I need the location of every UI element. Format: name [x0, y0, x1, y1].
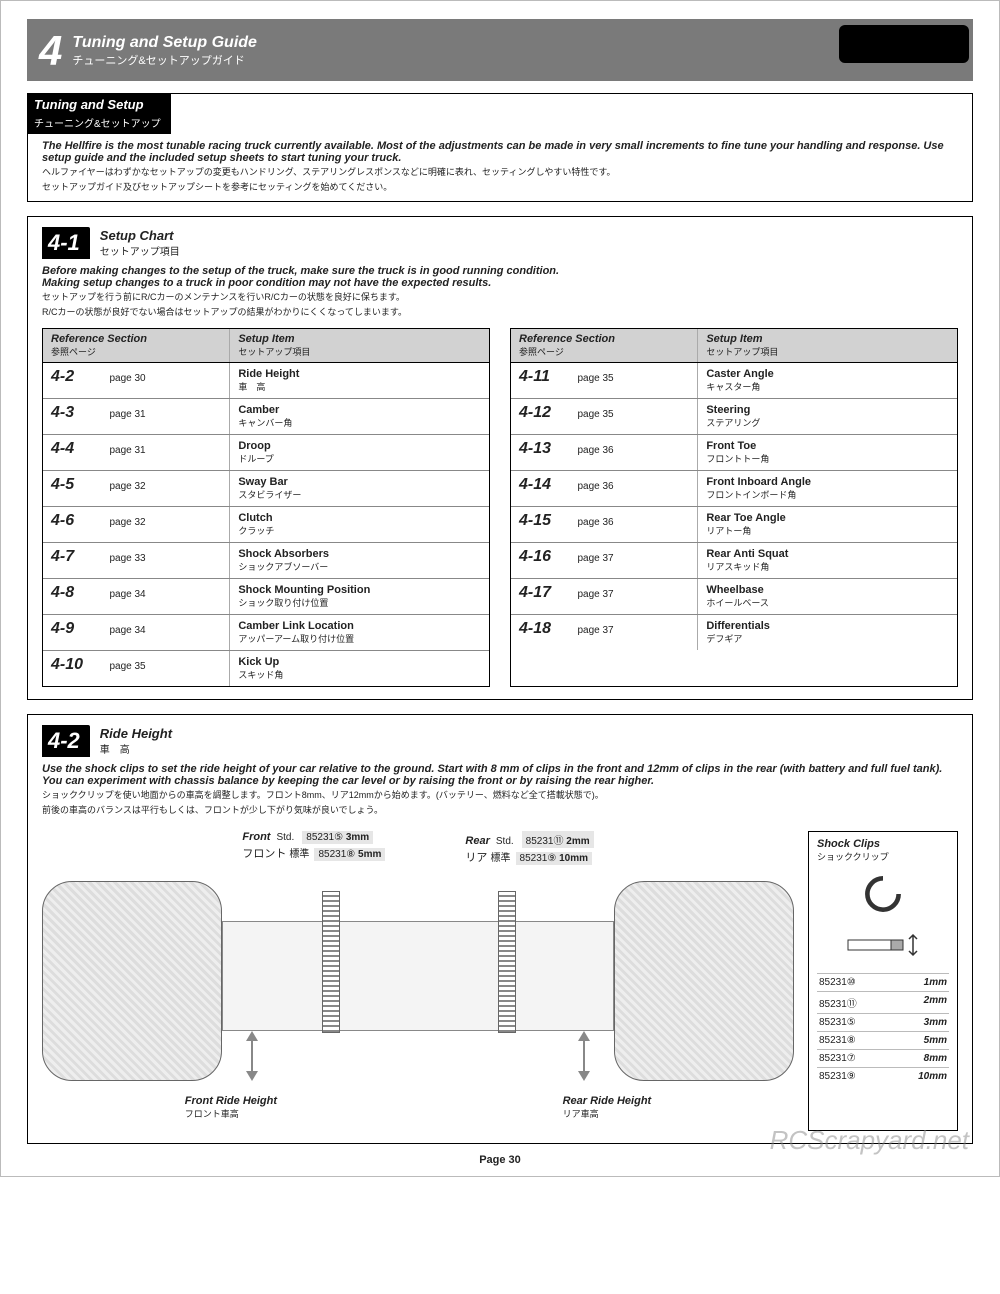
shock-clips-box: Shock Clips ショッククリップ 85231⑩1mm85231⑪2mm8…	[808, 831, 958, 1131]
section-4-1-intro-jp2: R/Cカーの状態が良好でない場合はセットアップの結果がわかりにくくなってしまいま…	[42, 306, 958, 319]
table-row: 4-15 page 36Rear Toe Angleリアトー角	[511, 507, 957, 543]
front-wheel-icon	[42, 881, 222, 1081]
ride-height-labels: Front Ride Height フロント車高 Rear Ride Heigh…	[42, 1095, 794, 1120]
table-row: 4-18 page 37Differentialsデフギア	[511, 615, 957, 650]
tuning-intro-body: The Hellfire is the most tunable racing …	[42, 140, 958, 193]
section-4-1-intro: Before making changes to the setup of th…	[42, 265, 958, 318]
table-row: 4-7 page 33Shock Absorbersショックアブソーバー	[43, 543, 489, 579]
spec-labels: Front Std. 85231⑤ 3mm フロント 標準 85231⑧ 5mm…	[42, 831, 794, 865]
setup-chart-left: Reference Section参照ページ Setup Itemセットアップ項…	[42, 328, 490, 687]
tuning-intro-header-en: Tuning and Setup	[34, 97, 144, 112]
section-4-1-tab: 4-1	[42, 227, 90, 259]
clip-row: 85231⑨10mm	[817, 1067, 949, 1085]
clip-row: 85231⑤3mm	[817, 1013, 949, 1031]
chapter-number: 4	[39, 27, 62, 75]
rear-spec: Rear Std. 85231⑪ 2mm リア 標準 85231⑨ 10mm	[465, 831, 593, 865]
clip-rows: 85231⑩1mm85231⑪2mm85231⑤3mm85231⑧5mm8523…	[817, 973, 949, 1085]
shock-clips-title: Shock Clips ショッククリップ	[817, 838, 949, 863]
section-4-2-tab: 4-2	[42, 725, 90, 757]
clip-c-icon	[817, 871, 949, 922]
table-row: 4-17 page 37Wheelbaseホイールベース	[511, 579, 957, 615]
table-header: Reference Section参照ページ Setup Itemセットアップ項…	[43, 329, 489, 363]
table-row: 4-3 page 31Camberキャンバー角	[43, 399, 489, 435]
section-4-1-titles: Setup Chart セットアップ項目	[100, 228, 180, 258]
section-4-2-titles: Ride Height 車 高	[100, 726, 172, 756]
table-row: 4-13 page 36Front Toeフロントトー角	[511, 435, 957, 471]
clip-spacer-icon	[817, 930, 949, 965]
section-4-2-intro: Use the shock clips to set the ride heig…	[42, 763, 958, 816]
setup-chart-right: Reference Section参照ページ Setup Itemセットアップ項…	[510, 328, 958, 687]
section-4-1: 4-1 Setup Chart セットアップ項目 Before making c…	[27, 216, 973, 700]
chapter-title-en: Tuning and Setup Guide	[72, 34, 257, 52]
section-4-2-title-en: Ride Height	[100, 726, 172, 741]
section-4-2: 4-2 Ride Height 車 高 Use the shock clips …	[27, 714, 973, 1143]
clip-row: 85231⑧5mm	[817, 1031, 949, 1049]
chassis-body-icon	[222, 921, 614, 1031]
table-row: 4-5 page 32Sway Barスタビライザー	[43, 471, 489, 507]
table-row: 4-6 page 32Clutchクラッチ	[43, 507, 489, 543]
table-body-right: 4-11 page 35Caster Angleキャスター角4-12 page …	[511, 363, 957, 650]
front-spec: Front Std. 85231⑤ 3mm フロント 標準 85231⑧ 5mm	[242, 831, 385, 865]
page: 4 Tuning and Setup Guide チューニング&セットアップガイ…	[0, 0, 1000, 1177]
section-4-2-title-jp: 車 高	[100, 741, 172, 756]
chapter-titles: Tuning and Setup Guide チューニング&セットアップガイド	[72, 34, 257, 68]
table-row: 4-12 page 35Steeringステアリング	[511, 399, 957, 435]
rear-shock-icon	[498, 891, 514, 1031]
table-row: 4-9 page 34Camber Link Locationアッパーアーム取り…	[43, 615, 489, 651]
section-4-1-intro-en: Before making changes to the setup of th…	[42, 265, 958, 289]
front-shock-icon	[322, 891, 338, 1031]
table-row: 4-10 page 35Kick Upスキッド角	[43, 651, 489, 686]
table-row: 4-2 page 30Ride Height車 高	[43, 363, 489, 399]
section-4-2-intro-en: Use the shock clips to set the ride heig…	[42, 763, 958, 787]
chapter-title-jp: チューニング&セットアップガイド	[72, 52, 257, 68]
watermark: RCScrapyard.net	[770, 1125, 969, 1156]
table-row: 4-8 page 34Shock Mounting Positionショック取り…	[43, 579, 489, 615]
chassis-diagram: Front Std. 85231⑤ 3mm フロント 標準 85231⑧ 5mm…	[42, 831, 794, 1131]
rear-arrow-icon	[574, 1031, 594, 1081]
table-row: 4-11 page 35Caster Angleキャスター角	[511, 363, 957, 399]
section-4-1-intro-jp1: セットアップを行う前にR/Cカーのメンテナンスを行いR/Cカーの状態を良好に保ち…	[42, 291, 958, 304]
table-row: 4-16 page 37Rear Anti Squatリアスキッド角	[511, 543, 957, 579]
section-4-1-title-jp: セットアップ項目	[100, 243, 180, 258]
brand-logo	[839, 25, 969, 63]
table-header: Reference Section参照ページ Setup Itemセットアップ項…	[511, 329, 957, 363]
tuning-intro-header-jp: チューニング&セットアップ	[34, 119, 161, 130]
section-4-1-header: 4-1 Setup Chart セットアップ項目	[42, 227, 958, 259]
ride-height-diagram-area: Front Std. 85231⑤ 3mm フロント 標準 85231⑧ 5mm…	[42, 831, 958, 1131]
section-4-1-title-en: Setup Chart	[100, 228, 180, 243]
tuning-intro-en: The Hellfire is the most tunable racing …	[42, 140, 958, 164]
tuning-intro-jp1: ヘルファイヤーはわずかなセットアップの変更もハンドリング、ステアリングレスポンス…	[42, 166, 958, 179]
rear-ride-height-label: Rear Ride Height リア車高	[563, 1095, 652, 1120]
tuning-intro-header: Tuning and Setup チューニング&セットアップ	[28, 94, 171, 134]
table-body-left: 4-2 page 30Ride Height車 高4-3 page 31Camb…	[43, 363, 489, 686]
table-row: 4-4 page 31Droopドループ	[43, 435, 489, 471]
rear-wheel-icon	[614, 881, 794, 1081]
clip-row: 85231⑩1mm	[817, 973, 949, 991]
setup-chart-tables: Reference Section参照ページ Setup Itemセットアップ項…	[42, 328, 958, 687]
clip-row: 85231⑦8mm	[817, 1049, 949, 1067]
tuning-intro-box: Tuning and Setup チューニング&セットアップ The Hellf…	[27, 93, 973, 202]
clip-row: 85231⑪2mm	[817, 991, 949, 1013]
section-4-2-intro-jp2: 前後の車高のバランスは平行もしくは、フロントが少し下がり気味が良いでしょう。	[42, 804, 958, 817]
chapter-header: 4 Tuning and Setup Guide チューニング&セットアップガイ…	[27, 19, 973, 81]
section-4-2-intro-jp1: ショッククリップを使い地面からの車高を調整します。フロント8mm、リア12mmか…	[42, 789, 958, 802]
table-row: 4-14 page 36Front Inboard Angleフロントインボード…	[511, 471, 957, 507]
chassis-illustration	[42, 871, 794, 1091]
section-4-2-header: 4-2 Ride Height 車 高	[42, 725, 958, 757]
tuning-intro-jp2: セットアップガイド及びセットアップシートを参考にセッティングを始めてください。	[42, 181, 958, 194]
front-ride-height-label: Front Ride Height フロント車高	[185, 1095, 277, 1120]
front-arrow-icon	[242, 1031, 262, 1081]
